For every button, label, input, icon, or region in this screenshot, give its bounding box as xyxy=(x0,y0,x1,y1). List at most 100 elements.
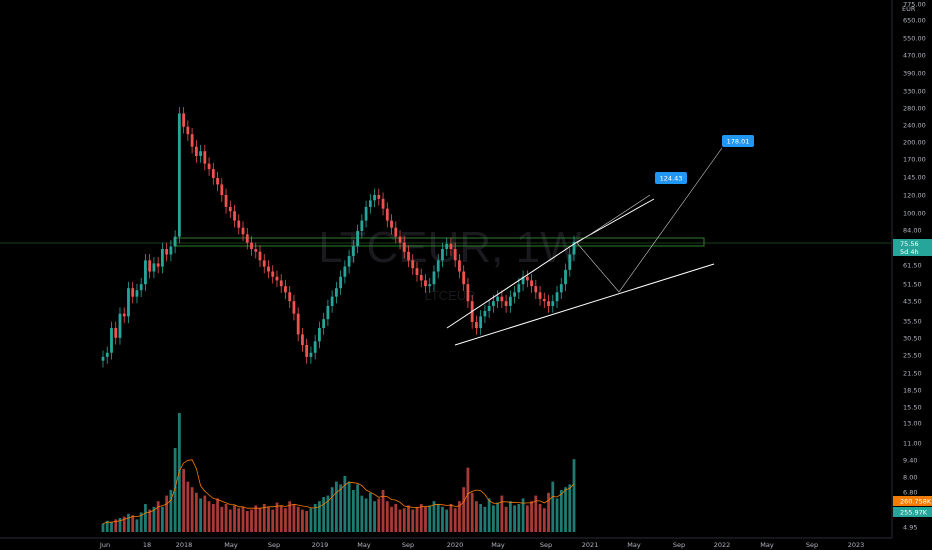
volume-bar xyxy=(568,484,572,532)
volume-bar xyxy=(547,492,550,532)
last-price-value: 75.56 xyxy=(900,240,919,248)
volume-bar xyxy=(542,508,546,532)
volume-bar xyxy=(381,490,385,532)
volume-bar xyxy=(496,502,500,532)
candle-body xyxy=(525,276,529,281)
y-tick-label: 100.00 xyxy=(903,210,926,218)
candle-body xyxy=(194,146,198,156)
volume-bar xyxy=(207,501,211,532)
candle-body xyxy=(105,352,109,357)
y-tick-label: 470.00 xyxy=(903,52,926,60)
volume-bar xyxy=(165,495,169,532)
candle-body xyxy=(288,292,292,302)
last-price-countdown: 5d 4h xyxy=(900,248,919,256)
candle-body xyxy=(360,220,364,231)
candle-body xyxy=(347,255,351,267)
volume-bar xyxy=(559,490,563,532)
volume-bar xyxy=(390,506,393,532)
volume-bar xyxy=(135,519,139,532)
volume-bar xyxy=(449,504,453,532)
volume-bar xyxy=(407,505,410,532)
x-tick-label: 2022 xyxy=(714,541,731,549)
price-axis[interactable]: 775.00 650.00 550.00 470.00 390.00 330.00 280.… xyxy=(903,1,926,532)
y-tick-label: 84.00 xyxy=(903,227,922,235)
volume-bar xyxy=(368,492,372,532)
x-tick-label: Jun xyxy=(99,541,110,549)
candle-body xyxy=(390,220,393,228)
volume-bar xyxy=(161,506,164,532)
volume-bar xyxy=(186,481,190,532)
volume-bar xyxy=(534,495,538,532)
volume-bar xyxy=(245,511,249,532)
x-tick-label: 2021 xyxy=(582,541,599,549)
volume-bar xyxy=(322,497,326,532)
candle-body xyxy=(237,220,241,228)
y-tick-label: 30.50 xyxy=(903,335,922,343)
y-tick-label: 240.00 xyxy=(903,122,926,130)
candle-body xyxy=(207,163,211,170)
y-tick-label: 120.00 xyxy=(903,192,926,200)
volume-bar xyxy=(483,506,487,532)
volume-bar xyxy=(356,484,359,532)
candle-body xyxy=(462,271,466,285)
volume-bar xyxy=(326,495,330,532)
candle-body xyxy=(411,260,415,269)
wedge-lower-line[interactable] xyxy=(454,263,715,346)
candle-body xyxy=(453,249,457,261)
projection-path-short[interactable] xyxy=(576,194,651,244)
candle-body xyxy=(165,249,169,255)
volume-bar xyxy=(364,498,368,532)
volume-bar xyxy=(458,501,461,532)
volume-bar xyxy=(398,509,402,532)
candle-body xyxy=(419,274,423,281)
volume-bar xyxy=(462,487,466,532)
candle-body xyxy=(364,206,368,221)
volume-bar xyxy=(377,498,381,532)
volume-bar xyxy=(169,490,173,532)
volume-bar xyxy=(203,495,207,532)
candle-body xyxy=(284,286,287,293)
volume-bar xyxy=(224,504,228,532)
volume-bar xyxy=(101,523,105,532)
candle-body xyxy=(156,263,160,267)
target-label-2[interactable]: 178.01 xyxy=(722,135,754,147)
volume-bar xyxy=(262,504,266,532)
candle-body xyxy=(330,296,334,306)
candle-body xyxy=(267,266,270,272)
projection-path-long[interactable] xyxy=(576,147,723,293)
target-label-1[interactable]: 124.43 xyxy=(655,172,687,184)
volume-bar xyxy=(258,508,262,532)
volume-bar xyxy=(156,501,160,532)
volume-bar xyxy=(139,512,143,532)
projection-dip xyxy=(576,242,620,293)
x-tick-label: 2023 xyxy=(848,541,865,549)
y-tick-label: 11.00 xyxy=(903,440,922,448)
volume-bar xyxy=(194,492,198,532)
candle-body xyxy=(322,319,326,329)
candle-body xyxy=(530,280,533,287)
volume-bar xyxy=(475,501,478,532)
candle-body xyxy=(169,246,173,255)
volume-bar xyxy=(470,492,474,532)
volume-bar xyxy=(296,506,300,532)
volume-bar xyxy=(190,487,194,532)
volume-bar xyxy=(521,498,525,532)
candle-body xyxy=(110,328,113,353)
volume-bar xyxy=(466,467,470,532)
volume-bar xyxy=(267,506,270,532)
volume-bar xyxy=(110,522,113,532)
volume-bar xyxy=(220,506,224,532)
volume-bar xyxy=(279,505,283,532)
candle-body xyxy=(224,195,228,207)
volume-bar xyxy=(530,501,533,532)
y-tick-label: 8.00 xyxy=(903,474,917,482)
wedge-upper-line[interactable] xyxy=(446,241,578,329)
time-axis[interactable]: Jun 18 2018 May Sep 2019 May Sep 2020 May Sep 2021 M… xyxy=(99,541,864,549)
x-tick-label: Sep xyxy=(402,541,414,549)
candle-body xyxy=(339,276,343,289)
volume-bar xyxy=(394,504,398,532)
candle-body xyxy=(500,296,504,302)
volume-bar xyxy=(211,504,215,532)
